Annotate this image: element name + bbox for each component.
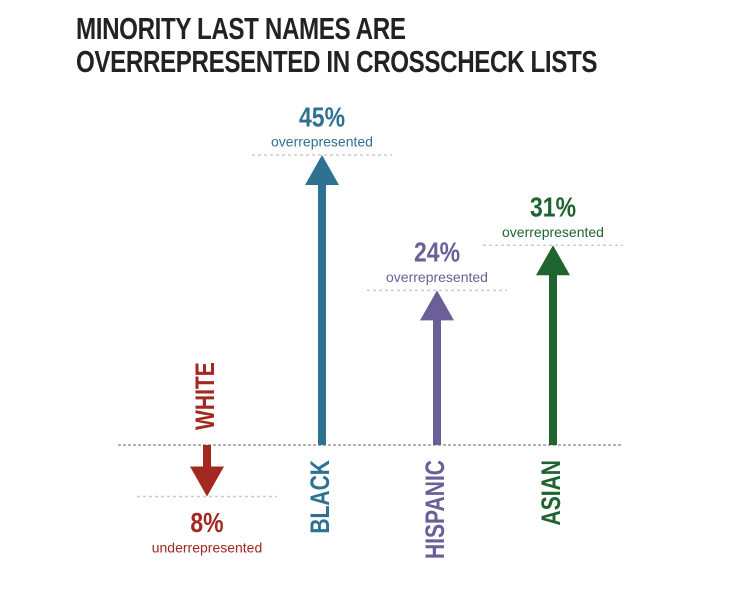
value-label: 45% bbox=[299, 102, 345, 133]
arrow bbox=[305, 155, 339, 445]
value-note: overrepresented bbox=[502, 224, 604, 240]
category-label: BLACK bbox=[306, 460, 336, 534]
value-label: 8% bbox=[190, 508, 223, 539]
value-note: underrepresented bbox=[152, 539, 263, 555]
arrow bbox=[420, 290, 454, 445]
arrow bbox=[536, 245, 570, 445]
category-label: WHITE bbox=[191, 362, 221, 430]
value-note: overrepresented bbox=[271, 134, 373, 150]
chart-title: MINORITY LAST NAMES ARE OVERREPRESENTED … bbox=[76, 11, 598, 79]
value-note: overrepresented bbox=[386, 269, 488, 285]
value-label: 31% bbox=[530, 193, 576, 224]
category-label: ASIAN bbox=[537, 460, 567, 526]
value-label: 24% bbox=[414, 238, 460, 269]
arrow bbox=[190, 445, 224, 497]
category-label: HISPANIC bbox=[421, 460, 451, 559]
